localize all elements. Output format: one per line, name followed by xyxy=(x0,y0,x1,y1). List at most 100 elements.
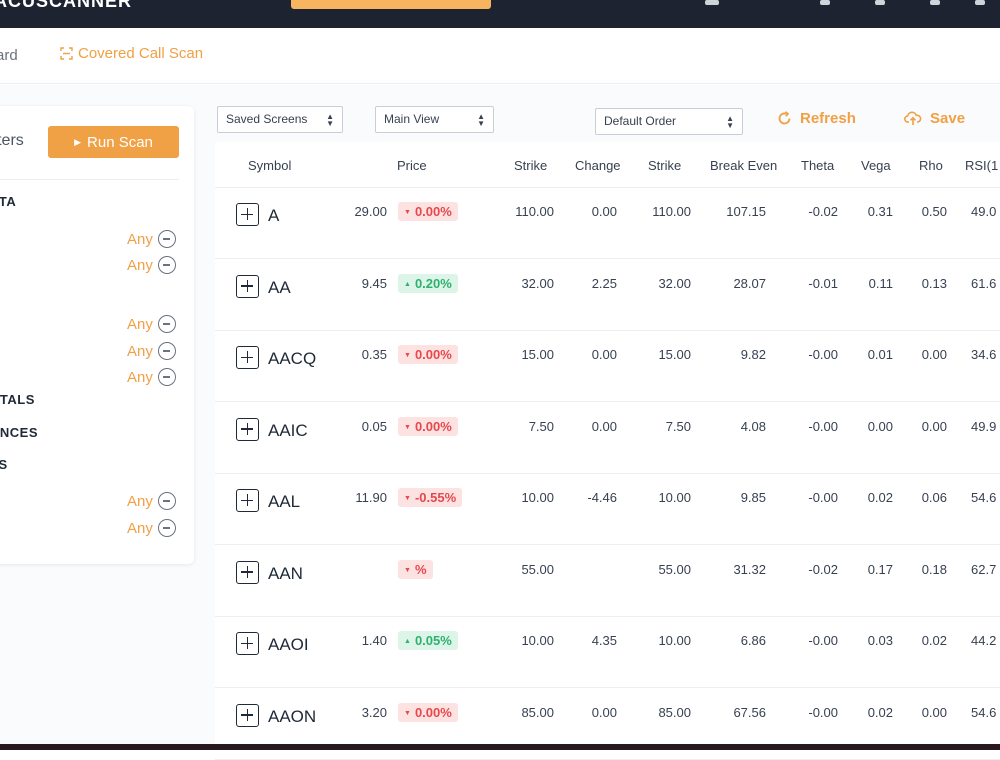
minus-circle-icon[interactable] xyxy=(157,256,176,274)
price-cell: 0.05 xyxy=(361,418,387,434)
symbol-cell[interactable]: AACQ xyxy=(268,349,317,368)
save-button[interactable]: Save xyxy=(904,110,965,127)
price-cell: 11.90 xyxy=(355,490,387,505)
column-header-vega[interactable]: Vega xyxy=(861,158,891,173)
add-plus-icon[interactable] xyxy=(236,703,259,727)
column-header-theta[interactable]: Theta xyxy=(801,158,835,173)
minus-circle-icon[interactable] xyxy=(157,230,176,248)
sort-caret-icon: ▲ ▼ xyxy=(477,112,485,128)
up-arrow-icon: ▲ xyxy=(404,280,411,288)
nav-item[interactable] xyxy=(875,0,885,5)
column-header-change[interactable]: Change xyxy=(575,158,621,173)
filter-any-toggle[interactable]: Any xyxy=(127,492,176,510)
add-plus-icon[interactable] xyxy=(236,417,259,441)
table-row[interactable]: AAN ▼% 55.00 55.00 31.32 -0.02 0.17 0.18 62.7 xyxy=(215,546,1000,617)
main-view-label: Main View xyxy=(384,112,440,126)
default-order-select[interactable]: Default Order ▲ ▼ xyxy=(595,108,743,135)
add-plus-icon[interactable] xyxy=(236,274,259,298)
rho-cell: 0.50 xyxy=(921,204,947,219)
brand-logo[interactable]: ACUSCANNER xyxy=(0,0,133,11)
up-arrow-icon: ▲ xyxy=(404,638,411,645)
add-plus-icon[interactable] xyxy=(236,203,259,226)
table-row[interactable]: AA ▲ 0.20% 9.45 32.00 2.25 32.00 28.07 -0.01 0.11… xyxy=(215,260,1000,331)
strike2-cell: 32.00 xyxy=(658,275,691,291)
symbol-cell[interactable]: AAN xyxy=(268,563,303,583)
covered-call-scan-link[interactable]: Covered Call Scan xyxy=(60,45,203,62)
column-header-rho[interactable]: Rho xyxy=(919,158,943,173)
add-plus-icon[interactable] xyxy=(236,346,259,369)
vega-cell: 0.31 xyxy=(867,204,893,219)
change-percent-value: -0.55% xyxy=(414,490,457,505)
default-order-label: Default Order xyxy=(604,114,677,128)
filter-section-market-data[interactable]: ATA xyxy=(0,194,17,209)
save-label: Save xyxy=(930,110,966,127)
filter-any-toggle[interactable]: Any xyxy=(127,368,176,386)
rsi-cell: 62.7 xyxy=(971,561,997,577)
table-header: Symbol Price Strike Change Strike Break … xyxy=(215,142,1000,188)
rho-cell: 0.13 xyxy=(921,275,947,291)
filter-any-toggle[interactable]: Any xyxy=(127,342,176,360)
add-plus-icon[interactable] xyxy=(236,560,259,584)
column-header-rsi[interactable]: RSI(1 xyxy=(965,158,999,173)
any-label: Any xyxy=(127,315,153,333)
theta-cell: -0.00 xyxy=(808,418,838,434)
filter-any-toggle[interactable]: Any xyxy=(127,519,176,537)
symbol-cell[interactable]: AAON xyxy=(268,706,317,726)
play-icon: ▶ xyxy=(74,136,82,147)
nav-item[interactable] xyxy=(705,0,719,5)
main-view-select[interactable]: Main View ▲ ▼ xyxy=(375,106,494,133)
change-percent-value: 0.00% xyxy=(414,418,452,434)
nav-item[interactable] xyxy=(975,0,985,5)
change-cell: 2.25 xyxy=(591,275,617,291)
break-even-cell: 6.86 xyxy=(740,633,766,648)
filters-panel: ilters ▶ Run Scan ATA e Any n Any Any An… xyxy=(0,106,194,564)
breadcrumb-dashboard[interactable]: ard xyxy=(0,47,18,64)
minus-circle-icon[interactable] xyxy=(157,519,176,537)
table-row[interactable]: A ▼ 0.00% 29.00 110.00 0.00 110.00 107.15 -0.02 0… xyxy=(215,188,1000,259)
theta-cell: -0.02 xyxy=(808,204,838,219)
theta-cell: -0.00 xyxy=(808,347,838,362)
filter-any-toggle[interactable]: Any xyxy=(127,256,176,274)
break-even-cell: 107.15 xyxy=(726,204,766,219)
strike2-cell: 110.00 xyxy=(652,204,691,219)
filter-any-toggle[interactable]: Any xyxy=(127,230,176,248)
change-percent-badge: ▼ 0.00% xyxy=(398,202,458,221)
column-header-price[interactable]: Price xyxy=(397,158,427,173)
any-label: Any xyxy=(127,492,153,510)
filter-section-fundamentals[interactable]: NTALS xyxy=(0,392,35,407)
add-plus-icon[interactable] xyxy=(236,632,259,655)
symbol-cell[interactable]: A xyxy=(268,206,280,225)
saved-screens-select[interactable]: Saved Screens ▲ ▼ xyxy=(217,106,343,133)
symbol-cell[interactable]: AAIC xyxy=(268,420,308,440)
filter-section-performances[interactable]: ANCES xyxy=(0,425,39,440)
symbol-cell[interactable]: AA xyxy=(268,277,291,297)
table-row[interactable]: AAL ▼ -0.55% 11.90 10.00 -4.46 10.00 9.85 -0.00 0… xyxy=(215,474,1000,545)
column-header-strike[interactable]: Strike xyxy=(514,158,548,173)
strike2-cell: 10.00 xyxy=(658,633,691,648)
break-even-cell: 67.56 xyxy=(733,704,766,720)
filter-section-technicals[interactable]: LS xyxy=(0,457,8,472)
column-header-symbol[interactable]: Symbol xyxy=(248,158,292,173)
price-cell: 1.40 xyxy=(361,633,387,648)
refresh-button[interactable]: Refresh xyxy=(777,110,856,127)
vega-cell: 0.02 xyxy=(867,704,893,720)
top-cta-button[interactable] xyxy=(291,0,491,9)
symbol-cell[interactable]: AAOI xyxy=(268,635,309,654)
column-header-break-even[interactable]: Break Even xyxy=(710,158,778,173)
minus-circle-icon[interactable] xyxy=(157,342,176,360)
table-row[interactable]: AAIC ▼ 0.00% 0.05 7.50 0.00 7.50 4.08 -0.00 0.00 0… xyxy=(215,403,1000,474)
table-row[interactable]: AAOI ▲ 0.05% 1.40 10.00 4.35 10.00 6.86 -0.00 0.0… xyxy=(215,617,1000,688)
nav-item[interactable] xyxy=(820,0,830,5)
nav-item[interactable] xyxy=(930,0,940,5)
strike2-cell: 7.50 xyxy=(665,418,691,434)
table-row[interactable]: AACQ ▼ 0.00% 0.35 15.00 0.00 15.00 9.82 -0.00 0.0… xyxy=(215,331,1000,402)
minus-circle-icon[interactable] xyxy=(157,492,176,510)
minus-circle-icon[interactable] xyxy=(157,368,176,386)
minus-circle-icon[interactable] xyxy=(157,315,176,333)
column-header-strike-2[interactable]: Strike xyxy=(648,158,682,173)
symbol-cell[interactable]: AAL xyxy=(268,492,301,511)
filter-any-toggle[interactable]: Any xyxy=(127,315,176,333)
run-scan-button[interactable]: ▶ Run Scan xyxy=(48,126,179,158)
add-plus-icon[interactable] xyxy=(236,489,259,512)
change-percent-value: 0.05% xyxy=(414,633,452,648)
